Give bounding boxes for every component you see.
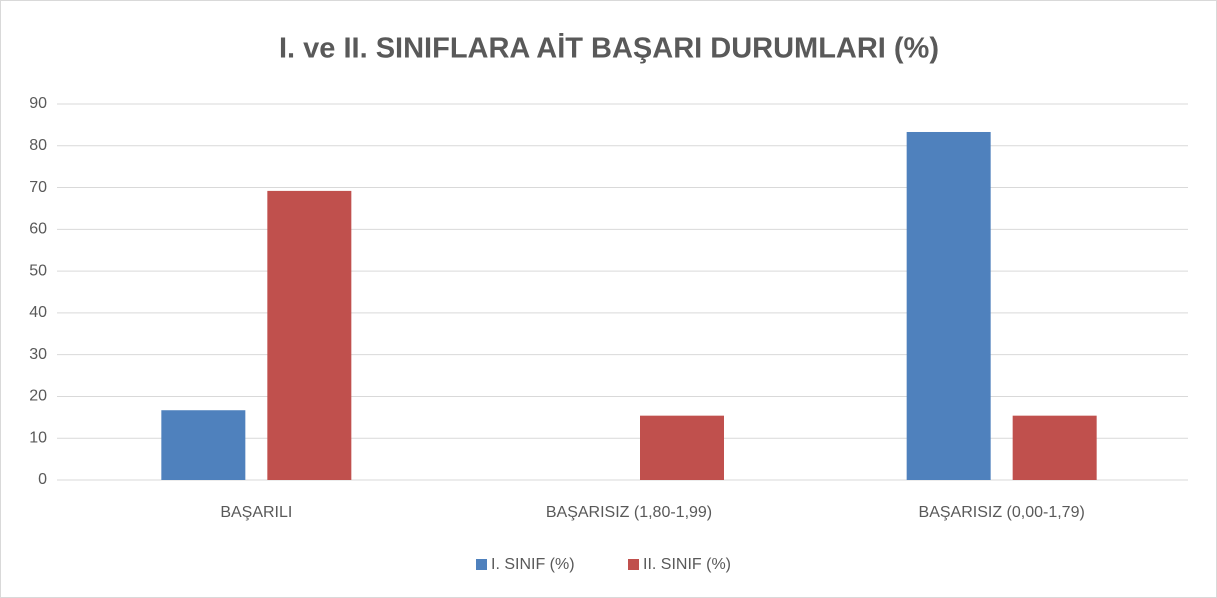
y-tick-label: 10 (29, 429, 47, 446)
y-tick-label: 20 (29, 388, 47, 405)
y-tick-label: 40 (29, 304, 47, 321)
y-tick-label: 80 (29, 137, 47, 154)
legend-swatch (476, 559, 487, 570)
legend-label: II. SINIF (%) (643, 556, 731, 573)
x-tick-label: BAŞARISIZ (1,80-1,99) (546, 504, 712, 521)
bar (1012, 415, 1097, 480)
y-tick-label: 50 (29, 262, 47, 279)
legend-label: I. SINIF (%) (491, 556, 575, 573)
bar (161, 410, 246, 480)
bar (267, 190, 352, 481)
y-tick-label: 70 (29, 179, 47, 196)
y-tick-label: 90 (29, 95, 47, 112)
x-tick-label: BAŞARILI (220, 504, 292, 521)
bar (906, 131, 991, 481)
bar (640, 415, 724, 480)
legend-swatch (628, 559, 639, 570)
y-tick-label: 30 (29, 346, 47, 363)
x-tick-label: BAŞARISIZ (0,00-1,79) (919, 504, 1085, 521)
chart-title: I. ve II. SINIFLARA AİT BAŞARI DURUMLARI… (279, 33, 939, 65)
y-tick-label: 0 (38, 471, 47, 488)
y-tick-label: 60 (29, 221, 47, 238)
